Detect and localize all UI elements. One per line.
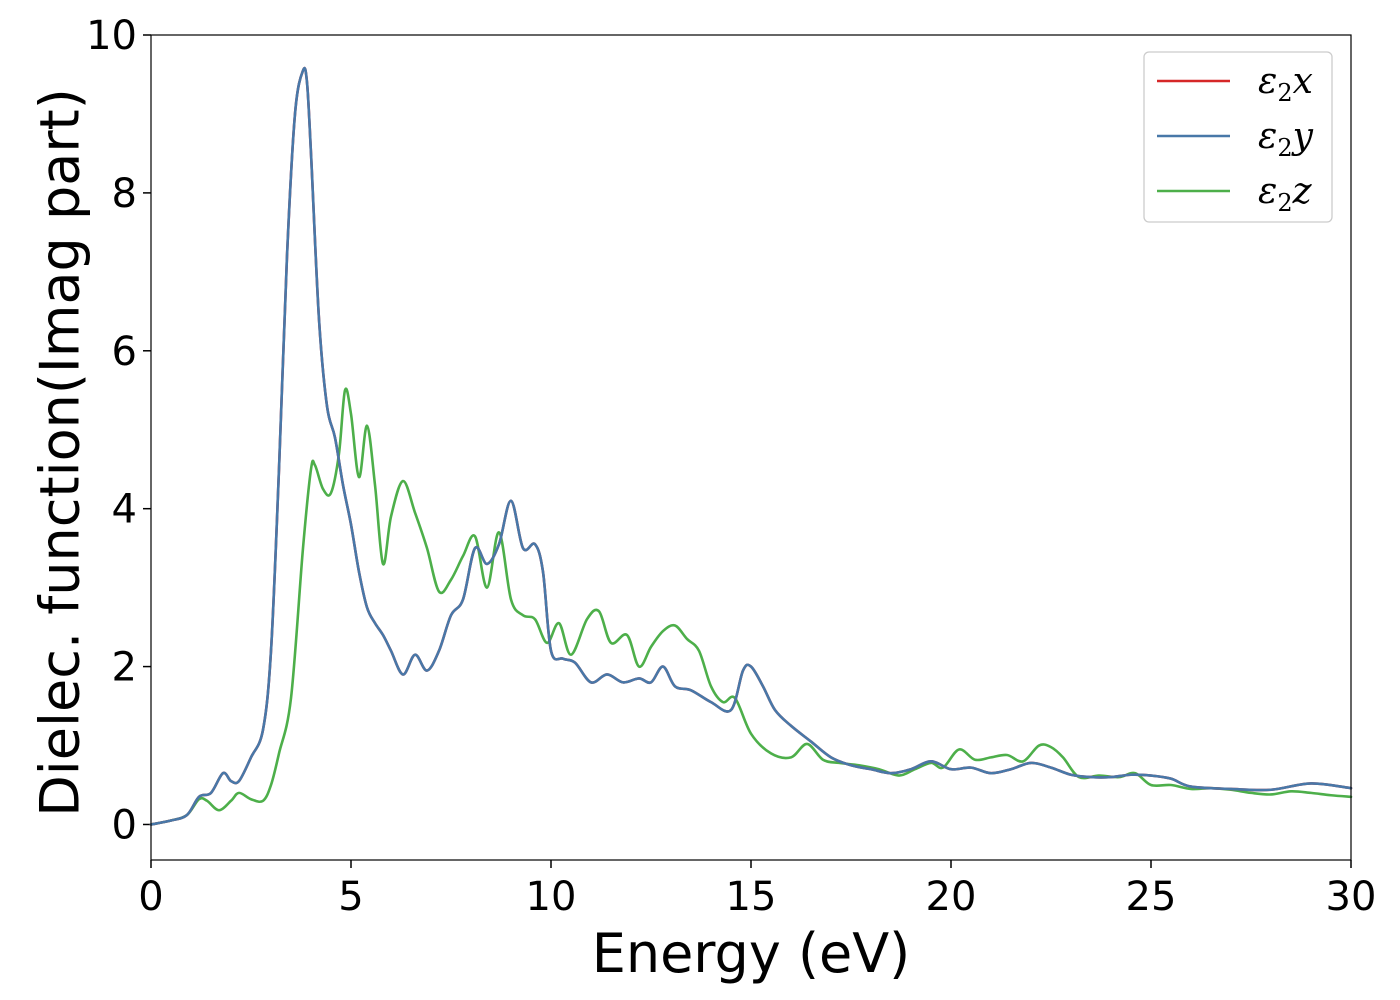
legend-box: [1143, 51, 1333, 223]
y-tick-label: 8: [112, 171, 137, 217]
y-tick-label: 10: [86, 13, 137, 59]
x-tick-label: 0: [138, 874, 163, 920]
series-line-z: [149, 387, 1353, 826]
legend-label-y: ε2y: [1258, 116, 1314, 162]
legend-label-subscript: 2: [1277, 189, 1292, 217]
legend-label-base: ε: [1258, 116, 1277, 157]
x-tick-label: 10: [526, 874, 577, 920]
y-tick-label: 6: [112, 329, 137, 375]
x-tick-label: 20: [926, 874, 977, 920]
legend-label-z: ε2z: [1258, 171, 1313, 217]
y-tick-label: 4: [112, 487, 137, 533]
legend-label-suffix: z: [1292, 171, 1313, 212]
series-line-y: [149, 66, 1353, 826]
x-tick-label: 15: [726, 874, 777, 920]
plot-frame: [150, 34, 1352, 861]
x-tick-label: 25: [1126, 874, 1177, 920]
legend-label-suffix: y: [1291, 116, 1314, 157]
y-tick-label: 0: [112, 802, 137, 848]
x-axis-title: Energy (eV): [592, 922, 911, 985]
legend-label-base: ε: [1258, 171, 1277, 212]
legend-label-base: ε: [1258, 61, 1277, 102]
y-axis-title: Dielec. function(Imag part): [29, 88, 92, 817]
legend-label-x: ε2x: [1258, 61, 1313, 107]
legend-label-suffix: x: [1293, 61, 1313, 102]
y-axis-ticks: 0 2 4 6 8 10: [86, 13, 151, 848]
legend-label-subscript: 2: [1277, 134, 1292, 162]
x-axis-ticks: 0 5 10 15 20 25 30: [138, 860, 1376, 920]
legend-label-subscript: 2: [1277, 79, 1292, 107]
x-tick-label: 30: [1326, 874, 1377, 920]
x-tick-label: 5: [338, 874, 363, 920]
y-tick-label: 2: [112, 645, 137, 691]
series-layer: [149, 66, 1353, 826]
